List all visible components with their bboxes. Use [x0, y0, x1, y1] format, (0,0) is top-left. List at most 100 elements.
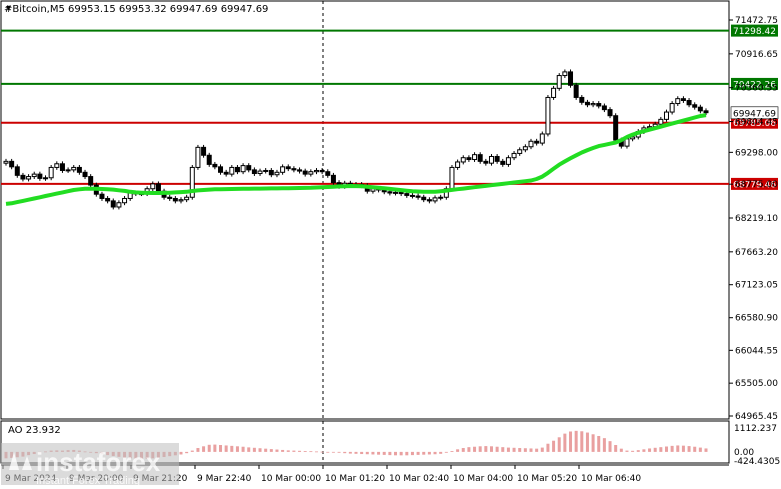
price-tick-label: 66580.90	[735, 314, 778, 324]
price-tick-label: 71472.75	[735, 16, 778, 26]
ao-tick-label: -424.4305	[734, 457, 780, 467]
price-tick-label: 66044.55	[735, 346, 778, 356]
ao-bar	[281, 449, 285, 452]
ao-bar	[343, 451, 347, 454]
candle	[443, 186, 449, 200]
candle	[43, 175, 49, 181]
candle	[9, 158, 15, 170]
ao-bar	[303, 451, 307, 452]
candle	[534, 138, 540, 146]
ao-bar	[484, 446, 488, 452]
ao-bar	[235, 446, 239, 452]
current-price-label: 69947.69	[733, 109, 776, 119]
candle	[297, 167, 303, 174]
candle	[37, 171, 43, 181]
candle	[26, 174, 32, 182]
ao-bar	[269, 449, 273, 452]
ao-bar	[676, 445, 680, 452]
candle	[122, 196, 128, 206]
ao-bar	[602, 438, 606, 452]
candle	[500, 158, 506, 167]
ao-bar	[478, 446, 482, 452]
candle	[460, 155, 466, 165]
candle	[325, 169, 331, 178]
ao-bar	[636, 450, 640, 452]
ao-bar	[371, 451, 375, 455]
ao-bar	[377, 451, 381, 455]
ao-bar	[258, 448, 262, 452]
ao-bar	[185, 451, 189, 454]
collapse-triangle-icon[interactable]	[6, 6, 11, 10]
ao-bar	[585, 432, 589, 452]
candle	[568, 69, 574, 88]
candle	[167, 194, 173, 201]
candle	[675, 96, 681, 106]
time-tick-label: 9 Mar 22:40	[197, 474, 252, 484]
ao-bar	[625, 450, 629, 452]
ao-bar	[653, 447, 657, 452]
ao-bar	[382, 451, 386, 455]
ao-bar	[433, 451, 437, 455]
candle	[3, 158, 9, 166]
ao-bar	[179, 451, 183, 455]
ao-bar	[292, 450, 296, 452]
candle	[319, 168, 325, 175]
ao-bar	[196, 448, 200, 452]
ao-bar	[439, 451, 443, 454]
ao-bar	[512, 447, 516, 452]
ao-bar	[687, 446, 691, 452]
ao-tick-label: 1112.237	[734, 424, 777, 434]
candle	[426, 197, 432, 204]
ao-bar	[416, 451, 420, 455]
ao-bar	[422, 451, 426, 455]
candle	[88, 174, 94, 188]
ao-bar	[664, 446, 668, 452]
candle	[246, 163, 252, 173]
candle	[596, 101, 602, 109]
candle	[494, 154, 500, 164]
ao-bar	[648, 448, 652, 452]
candle	[686, 98, 692, 108]
instaforex-logo: instaforex Instant Forex Trading	[1, 443, 179, 487]
ao-bar	[597, 435, 601, 452]
candle	[545, 95, 551, 137]
level-label-1: 70422.26	[733, 80, 776, 90]
candle	[59, 161, 65, 173]
ao-bar	[286, 450, 290, 452]
logo-mark-icon	[9, 452, 32, 470]
candle	[302, 168, 308, 177]
candle	[680, 96, 686, 103]
ao-bar	[608, 441, 612, 452]
ao-bar	[501, 447, 505, 452]
logo-name: instaforex	[36, 447, 161, 477]
ao-bar	[456, 449, 460, 452]
candle	[263, 168, 269, 174]
level-tag-1	[731, 77, 778, 90]
ao-bar	[614, 445, 618, 452]
time-tick-label: 10 Mar 01:20	[325, 474, 385, 484]
ao-bar	[642, 449, 646, 452]
candle	[584, 99, 590, 108]
ao-bar	[591, 434, 595, 452]
ao-bar	[659, 447, 663, 452]
ao-bar	[563, 433, 567, 452]
candle	[466, 155, 472, 162]
ao-bar	[523, 448, 527, 452]
candle	[483, 158, 489, 166]
ao-bar	[337, 451, 341, 453]
candle	[257, 168, 263, 176]
level-label-0: 71298.42	[733, 27, 776, 37]
time-tick-label: 10 Mar 00:00	[261, 474, 321, 484]
ao-bar	[241, 446, 245, 452]
candle	[692, 102, 698, 110]
candle	[573, 82, 579, 100]
price-tick-label: 70916.65	[735, 50, 778, 60]
price-tick-label: 64965.45	[735, 412, 778, 422]
candle	[268, 168, 274, 178]
time-tick-label: 10 Mar 04:00	[453, 474, 513, 484]
candle	[251, 167, 257, 176]
ao-bar	[348, 451, 352, 454]
level-label-2: 69785.06	[733, 119, 776, 129]
